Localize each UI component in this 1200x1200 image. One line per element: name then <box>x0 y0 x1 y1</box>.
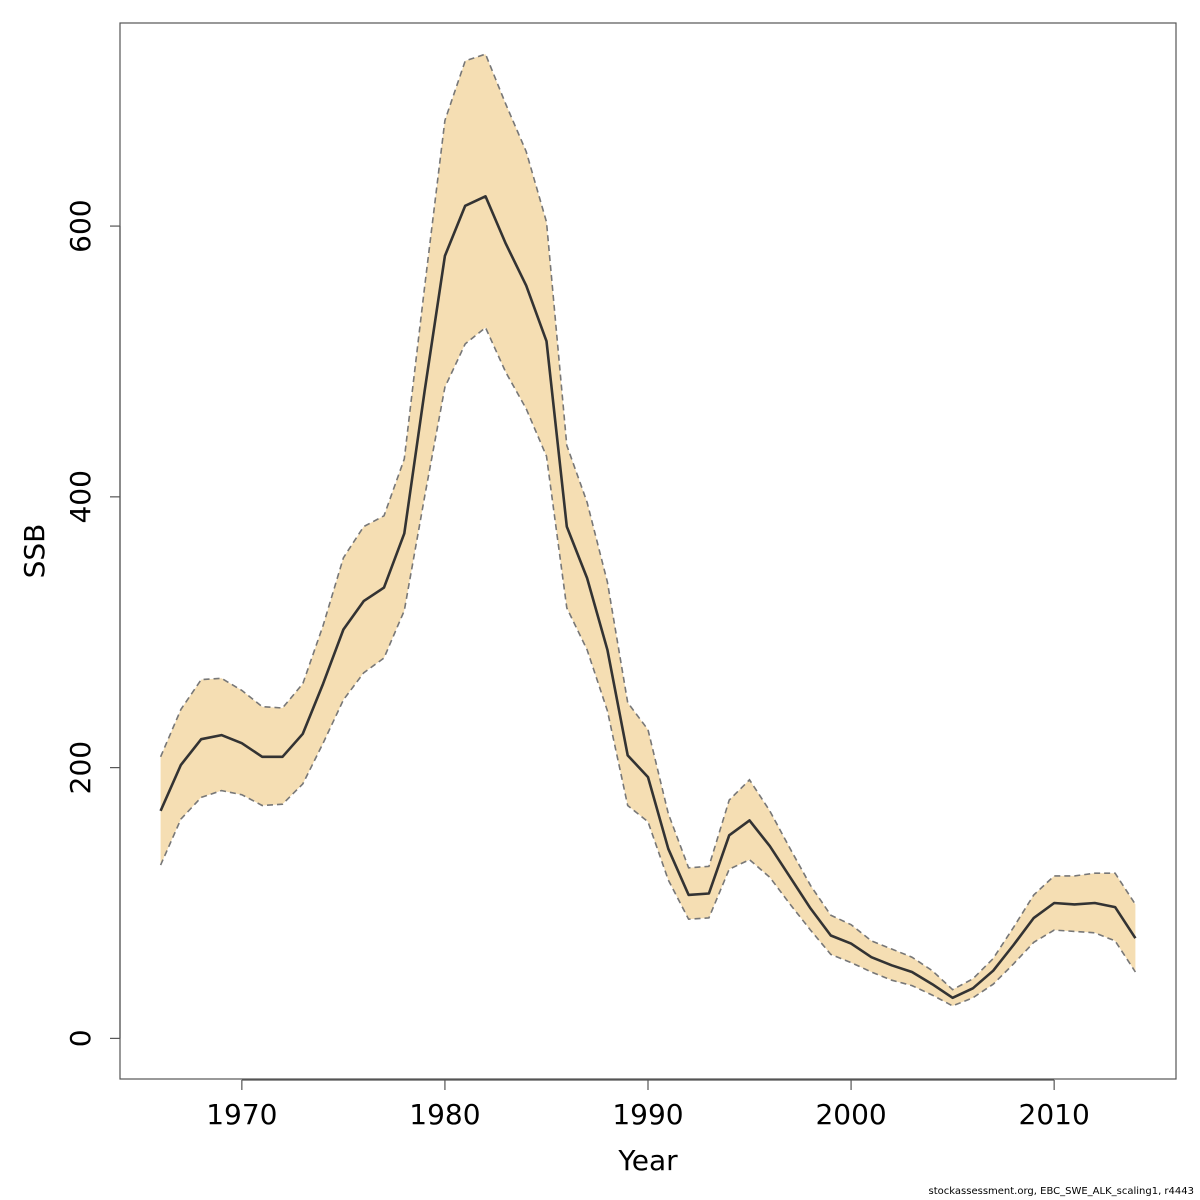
confidence-band <box>160 54 1136 1006</box>
confidence-band-area <box>160 54 1136 1006</box>
x-tick-label: 2000 <box>815 1098 886 1131</box>
x-tick-label: 1990 <box>612 1098 683 1131</box>
x-tick-label: 1980 <box>409 1098 480 1131</box>
upper-bound-line <box>159 53 1137 991</box>
credit-text: stockassessment.org, EBC_SWE_ALK_scaling… <box>928 1186 1194 1197</box>
y-axis: 0 200 400 600 <box>64 199 121 1047</box>
x-tick-label: 2010 <box>1019 1098 1090 1131</box>
y-axis-title: SSB <box>18 524 51 579</box>
x-axis-title: Year <box>617 1144 678 1177</box>
y-tick-label: 200 <box>64 741 97 794</box>
estimate-line <box>159 195 1137 1000</box>
x-axis: 1970 1980 1990 2000 2010 <box>206 1079 1090 1131</box>
confidence-bounds <box>159 53 1137 1007</box>
y-tick-label: 0 <box>64 1029 97 1047</box>
x-tick-label: 1970 <box>206 1098 277 1131</box>
ssb-estimate-line <box>159 195 1137 1000</box>
lower-bound-line <box>159 326 1137 1007</box>
y-tick-label: 400 <box>64 470 97 523</box>
y-tick-label: 600 <box>64 199 97 252</box>
